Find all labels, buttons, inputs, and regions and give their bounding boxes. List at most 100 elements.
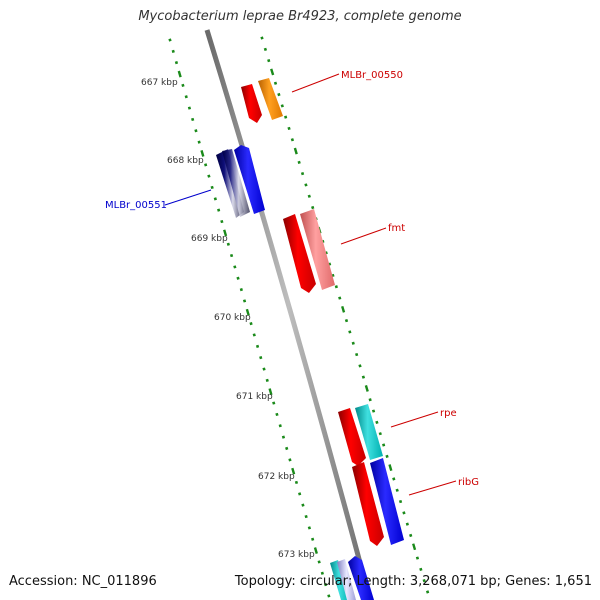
minor-tick-mark <box>382 443 386 447</box>
tick-label-672: 672 kbp <box>258 472 295 482</box>
minor-tick-mark <box>229 253 234 258</box>
minor-tick-mark <box>311 205 315 210</box>
minor-tick-mark <box>358 364 362 368</box>
minor-tick-mark <box>351 341 355 345</box>
minor-tick-mark <box>184 95 188 99</box>
major-tick-mark <box>293 147 298 155</box>
minor-tick-mark <box>300 172 305 176</box>
minor-tick-mark <box>210 185 214 190</box>
gene-red-arrow-1[interactable] <box>241 84 262 123</box>
map-title: Mycobacterium leprae Br4923, complete ge… <box>138 9 462 24</box>
minor-tick-mark <box>317 560 321 564</box>
gene-rpe[interactable] <box>355 404 383 460</box>
minor-tick-mark <box>355 352 359 357</box>
gene-blue-partial[interactable] <box>348 556 374 600</box>
gene-red-arrow-2[interactable] <box>283 214 316 293</box>
major-tick-mark <box>313 547 318 554</box>
minor-tick-mark <box>344 319 349 323</box>
minor-tick-mark <box>255 344 260 348</box>
minor-tick-mark <box>324 251 328 255</box>
minor-tick-mark <box>197 140 201 144</box>
minor-tick-mark <box>265 378 269 382</box>
gene-mlbr-00550[interactable] <box>258 78 283 120</box>
minor-tick-mark <box>287 126 291 131</box>
gene-label-ribG[interactable]: ribG <box>458 477 479 488</box>
minor-tick-mark <box>181 83 185 87</box>
minor-tick-mark <box>220 219 224 224</box>
minor-tick-mark <box>405 522 409 526</box>
minor-tick-mark <box>277 92 281 97</box>
minor-tick-mark <box>259 356 263 360</box>
minor-tick-mark <box>398 499 403 504</box>
accession-label: Accession: NC_011896 <box>9 574 157 589</box>
major-tick-mark <box>291 467 296 475</box>
minor-tick-mark <box>207 174 211 178</box>
minor-tick-mark <box>348 330 352 334</box>
minor-tick-mark <box>267 59 271 63</box>
tick-label-670: 670 kbp <box>214 313 251 323</box>
gene-red-arrow-4[interactable] <box>352 462 384 546</box>
genome-summary: Topology: circular; Length: 3,268,071 bp… <box>234 574 592 589</box>
minor-tick-mark <box>273 81 278 85</box>
minor-tick-mark <box>174 61 179 65</box>
minor-tick-mark <box>288 458 292 462</box>
minor-tick-mark <box>285 446 289 451</box>
minor-tick-mark <box>217 208 221 212</box>
minor-tick-mark <box>260 36 264 40</box>
minor-tick-mark <box>298 492 302 496</box>
minor-tick-mark <box>213 197 217 201</box>
minor-tick-mark <box>187 106 192 110</box>
minor-tick-mark <box>304 183 308 187</box>
minor-tick-mark <box>249 322 253 326</box>
major-tick-mark <box>412 543 417 551</box>
minor-tick-mark <box>338 296 342 300</box>
minor-tick-mark <box>284 115 288 119</box>
gene-label-mlbr-00551[interactable]: MLBr_00551 <box>105 200 167 211</box>
minor-tick-mark <box>236 276 240 280</box>
minor-tick-mark <box>392 477 396 481</box>
gene-blue-arrow[interactable] <box>234 145 265 214</box>
tick-label-667: 667 kbp <box>141 78 178 88</box>
major-tick-mark <box>270 68 275 76</box>
minor-tick-mark <box>375 420 379 424</box>
minor-tick-mark <box>242 299 247 303</box>
minor-tick-mark <box>226 242 230 246</box>
tick-label-671: 671 kbp <box>236 392 273 402</box>
minor-tick-mark <box>419 567 423 571</box>
gene-ribG[interactable] <box>370 458 404 545</box>
major-tick-mark <box>364 385 369 392</box>
gene-label-fmt[interactable]: fmt <box>388 223 405 234</box>
minor-tick-mark <box>323 583 328 587</box>
gene-label-mlbr-00550[interactable]: MLBr_00550 <box>341 70 403 81</box>
gene-label-rpe[interactable]: rpe <box>440 408 457 419</box>
gene-navy-gradient[interactable] <box>222 149 250 217</box>
minor-tick-mark <box>334 285 338 289</box>
minor-tick-mark <box>168 38 172 42</box>
minor-tick-mark <box>320 571 324 575</box>
minor-tick-mark <box>204 163 208 167</box>
minor-tick-mark <box>307 194 311 198</box>
gene-fmt[interactable] <box>300 209 335 290</box>
minor-tick-mark <box>290 138 295 142</box>
minor-tick-mark <box>368 398 372 402</box>
minor-tick-mark <box>194 129 198 133</box>
minor-tick-mark <box>272 401 276 405</box>
minor-tick-mark <box>171 49 175 53</box>
major-tick-mark <box>177 70 182 78</box>
minor-tick-mark <box>422 579 426 583</box>
minor-tick-mark <box>425 590 430 594</box>
minor-tick-mark <box>275 412 279 417</box>
minor-tick-mark <box>252 333 256 337</box>
minor-tick-mark <box>395 488 399 492</box>
gene-red-arrow-3[interactable] <box>338 408 366 466</box>
minor-tick-mark <box>327 594 331 598</box>
minor-tick-mark <box>371 409 376 413</box>
genome-backbone <box>204 29 373 600</box>
minor-tick-mark <box>402 511 406 515</box>
minor-tick-mark <box>263 47 268 51</box>
minor-tick-mark <box>378 432 382 436</box>
gene-lavender-partial[interactable] <box>337 559 356 600</box>
minor-tick-mark <box>281 435 286 439</box>
major-tick-mark <box>245 308 250 316</box>
